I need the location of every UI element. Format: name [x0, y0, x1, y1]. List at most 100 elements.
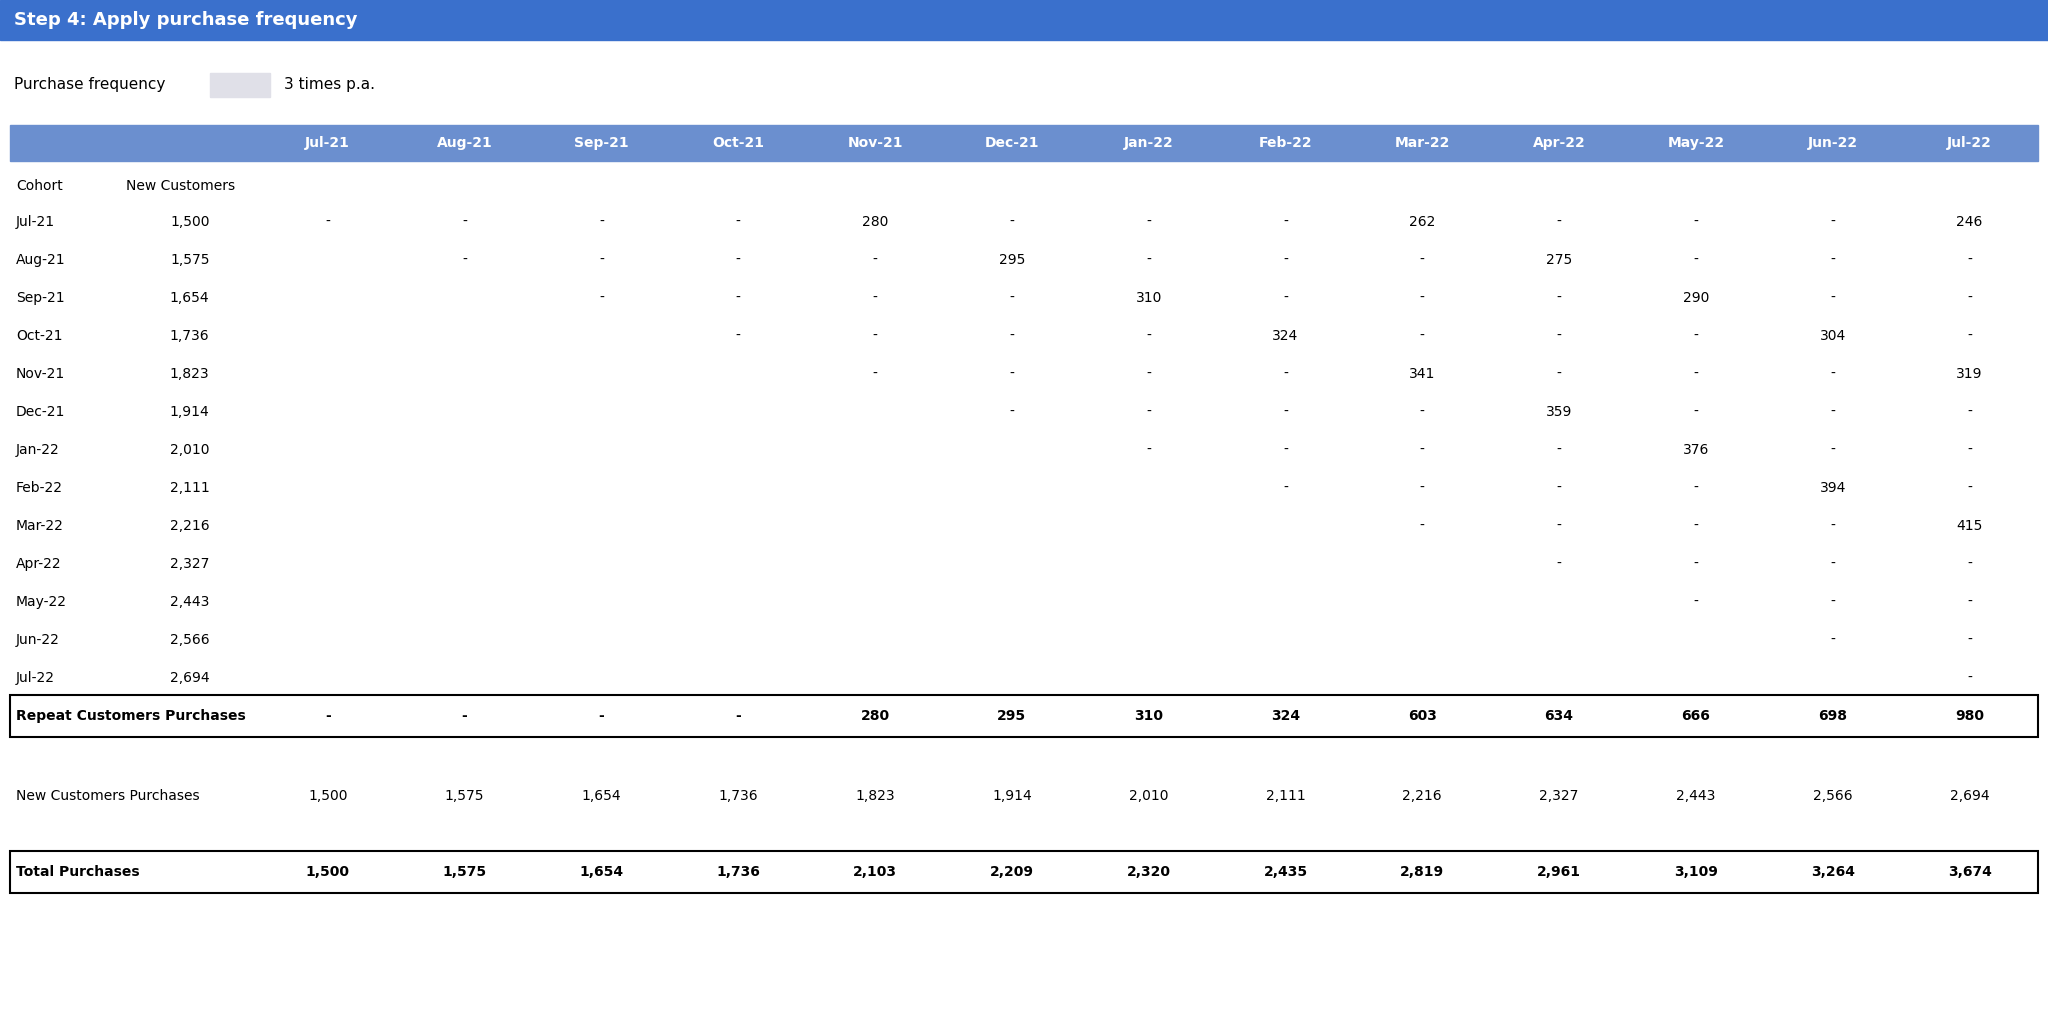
- Text: 1,914: 1,914: [991, 789, 1032, 802]
- Text: Feb-22: Feb-22: [16, 481, 63, 495]
- Text: -: -: [1556, 443, 1561, 457]
- Text: Aug-21: Aug-21: [16, 252, 66, 267]
- Text: 2,566: 2,566: [170, 633, 209, 646]
- Text: -: -: [1282, 405, 1288, 419]
- Text: 1,500: 1,500: [170, 214, 209, 229]
- Text: 2,694: 2,694: [170, 671, 209, 684]
- Text: 2,010: 2,010: [170, 443, 209, 457]
- Text: -: -: [1968, 405, 1972, 419]
- Text: -: -: [1282, 214, 1288, 229]
- Text: -: -: [1419, 443, 1425, 457]
- Text: -: -: [1282, 367, 1288, 381]
- Text: 2,111: 2,111: [170, 481, 209, 495]
- Text: 2,103: 2,103: [854, 865, 897, 878]
- Text: 3,674: 3,674: [1948, 865, 1991, 878]
- Text: -: -: [1694, 367, 1698, 381]
- Text: 246: 246: [1956, 214, 1982, 229]
- Text: May-22: May-22: [16, 595, 68, 608]
- Text: -: -: [1282, 252, 1288, 267]
- Text: Dec-21: Dec-21: [985, 136, 1038, 150]
- Text: -: -: [1694, 557, 1698, 570]
- Bar: [10, 695, 2038, 737]
- Text: 415: 415: [1956, 519, 1982, 532]
- Text: -: -: [1968, 671, 1972, 684]
- Text: -: -: [463, 252, 467, 267]
- Text: 304: 304: [1819, 328, 1845, 343]
- Text: -: -: [598, 290, 604, 305]
- Text: Jun-22: Jun-22: [1808, 136, 1858, 150]
- Bar: [0, 0, 2048, 40]
- Text: Aug-21: Aug-21: [436, 136, 492, 150]
- Text: Jul-21: Jul-21: [305, 136, 350, 150]
- Text: -: -: [1556, 367, 1561, 381]
- Text: -: -: [735, 328, 741, 343]
- Text: -: -: [1556, 557, 1561, 570]
- Text: 2,443: 2,443: [170, 595, 209, 608]
- Text: Dec-21: Dec-21: [16, 405, 66, 419]
- Text: -: -: [1419, 519, 1425, 532]
- Text: -: -: [598, 214, 604, 229]
- Text: -: -: [872, 252, 877, 267]
- Text: 2,010: 2,010: [1128, 789, 1169, 802]
- Text: 319: 319: [1956, 367, 1982, 381]
- Text: -: -: [1419, 252, 1425, 267]
- Text: Sep-21: Sep-21: [16, 290, 66, 305]
- Text: 376: 376: [1683, 443, 1710, 457]
- Text: 2,209: 2,209: [989, 865, 1034, 878]
- Text: 1,823: 1,823: [856, 789, 895, 802]
- Text: Jun-22: Jun-22: [16, 633, 59, 646]
- Text: -: -: [872, 290, 877, 305]
- Text: 359: 359: [1546, 405, 1573, 419]
- Text: Feb-22: Feb-22: [1260, 136, 1313, 150]
- Text: -: -: [735, 709, 741, 722]
- Text: Sep-21: Sep-21: [573, 136, 629, 150]
- Text: 310: 310: [1135, 709, 1163, 722]
- Text: 603: 603: [1407, 709, 1438, 722]
- Text: -: -: [1147, 328, 1151, 343]
- Text: Mar-22: Mar-22: [16, 519, 63, 532]
- Text: -: -: [1419, 290, 1425, 305]
- Text: -: -: [326, 214, 330, 229]
- Text: 1,823: 1,823: [170, 367, 209, 381]
- Text: Oct-21: Oct-21: [713, 136, 764, 150]
- Text: Jul-22: Jul-22: [1948, 136, 1993, 150]
- Text: 280: 280: [860, 709, 889, 722]
- Text: Jan-22: Jan-22: [1124, 136, 1174, 150]
- Text: -: -: [1010, 405, 1014, 419]
- Text: -: -: [1831, 367, 1835, 381]
- Text: 2,694: 2,694: [1950, 789, 1989, 802]
- Text: -: -: [1968, 481, 1972, 495]
- Text: -: -: [1968, 252, 1972, 267]
- Text: 2,320: 2,320: [1126, 865, 1171, 878]
- Text: -: -: [1694, 328, 1698, 343]
- Text: 1,914: 1,914: [170, 405, 209, 419]
- Text: 1,500: 1,500: [305, 865, 350, 878]
- Text: -: -: [1831, 557, 1835, 570]
- Text: Jan-22: Jan-22: [16, 443, 59, 457]
- Text: -: -: [1282, 443, 1288, 457]
- Text: 634: 634: [1544, 709, 1573, 722]
- Text: 666: 666: [1681, 709, 1710, 722]
- Text: -: -: [1694, 214, 1698, 229]
- Text: Apr-22: Apr-22: [16, 557, 61, 570]
- Text: -: -: [1694, 519, 1698, 532]
- Text: 698: 698: [1819, 709, 1847, 722]
- Text: 3,109: 3,109: [1673, 865, 1718, 878]
- Text: -: -: [1831, 290, 1835, 305]
- Text: -: -: [1556, 481, 1561, 495]
- Text: Step 4: Apply purchase frequency: Step 4: Apply purchase frequency: [14, 11, 358, 29]
- Text: 2,435: 2,435: [1264, 865, 1307, 878]
- Text: 1,575: 1,575: [170, 252, 209, 267]
- Text: -: -: [1147, 443, 1151, 457]
- Text: -: -: [872, 328, 877, 343]
- Text: 2,216: 2,216: [170, 519, 209, 532]
- Text: 1,654: 1,654: [580, 865, 623, 878]
- Text: Mar-22: Mar-22: [1395, 136, 1450, 150]
- Text: 3 times p.a.: 3 times p.a.: [285, 78, 375, 92]
- Text: Apr-22: Apr-22: [1532, 136, 1585, 150]
- Text: May-22: May-22: [1667, 136, 1724, 150]
- Text: 1,654: 1,654: [170, 290, 209, 305]
- Text: -: -: [1282, 481, 1288, 495]
- Text: 324: 324: [1272, 709, 1300, 722]
- Text: -: -: [461, 709, 467, 722]
